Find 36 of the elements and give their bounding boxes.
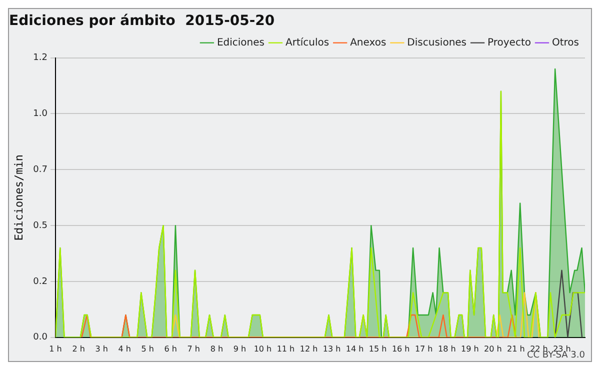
x-tick-label: 18 h — [438, 344, 456, 354]
x-tick-label: 9 h — [233, 344, 246, 354]
x-tick-label: 2 h — [72, 344, 85, 354]
x-tick-label: 7 h — [187, 344, 200, 354]
x-tick-label: 19 h — [460, 344, 479, 354]
x-tick-label: 12 h — [300, 344, 318, 354]
x-tick-label: 14 h — [346, 344, 364, 354]
x-tick-label: 4 h — [118, 344, 131, 354]
x-tick-label: 20 h — [484, 344, 502, 354]
y-tick-label: 0.5 — [33, 220, 48, 231]
x-tick-label: 17 h — [414, 344, 433, 354]
y-tick-label: 0.2 — [33, 276, 48, 287]
y-tick-label: 1.2 — [33, 53, 48, 64]
x-tick-label: 11 h — [276, 344, 295, 354]
x-tick-label: 5 h — [141, 344, 154, 354]
x-tick-label: 16 h — [392, 344, 410, 354]
y-tick-label: 0.7 — [33, 164, 48, 175]
x-tick-label: 15 h — [368, 344, 387, 354]
legend-label: Ediciones — [216, 37, 265, 48]
legend-label: Otros — [552, 37, 580, 48]
legend-label: Anexos — [350, 37, 386, 48]
x-tick-label: 13 h — [322, 344, 341, 354]
text: CC BY-SA 3.0 — [527, 350, 586, 360]
x-tick-label: 3 h — [95, 344, 108, 354]
x-tick-label: 6 h — [164, 344, 177, 354]
y-axis-title: Ediciones/min — [12, 154, 26, 241]
chart-title: Ediciones por ámbito 2015-05-20 — [9, 13, 275, 30]
y-tick-label: 0.0 — [33, 332, 48, 343]
legend-label: Proyecto — [488, 37, 531, 48]
x-tick-label: 10 h — [254, 344, 272, 354]
legend-label: Discusiones — [407, 37, 467, 48]
legend-label: Artículos — [286, 37, 330, 48]
x-tick-label: 21 h — [507, 344, 525, 354]
x-tick-label: 1 h — [49, 344, 62, 354]
y-tick-label: 1.0 — [33, 109, 48, 120]
x-tick-label: 8 h — [210, 344, 224, 354]
